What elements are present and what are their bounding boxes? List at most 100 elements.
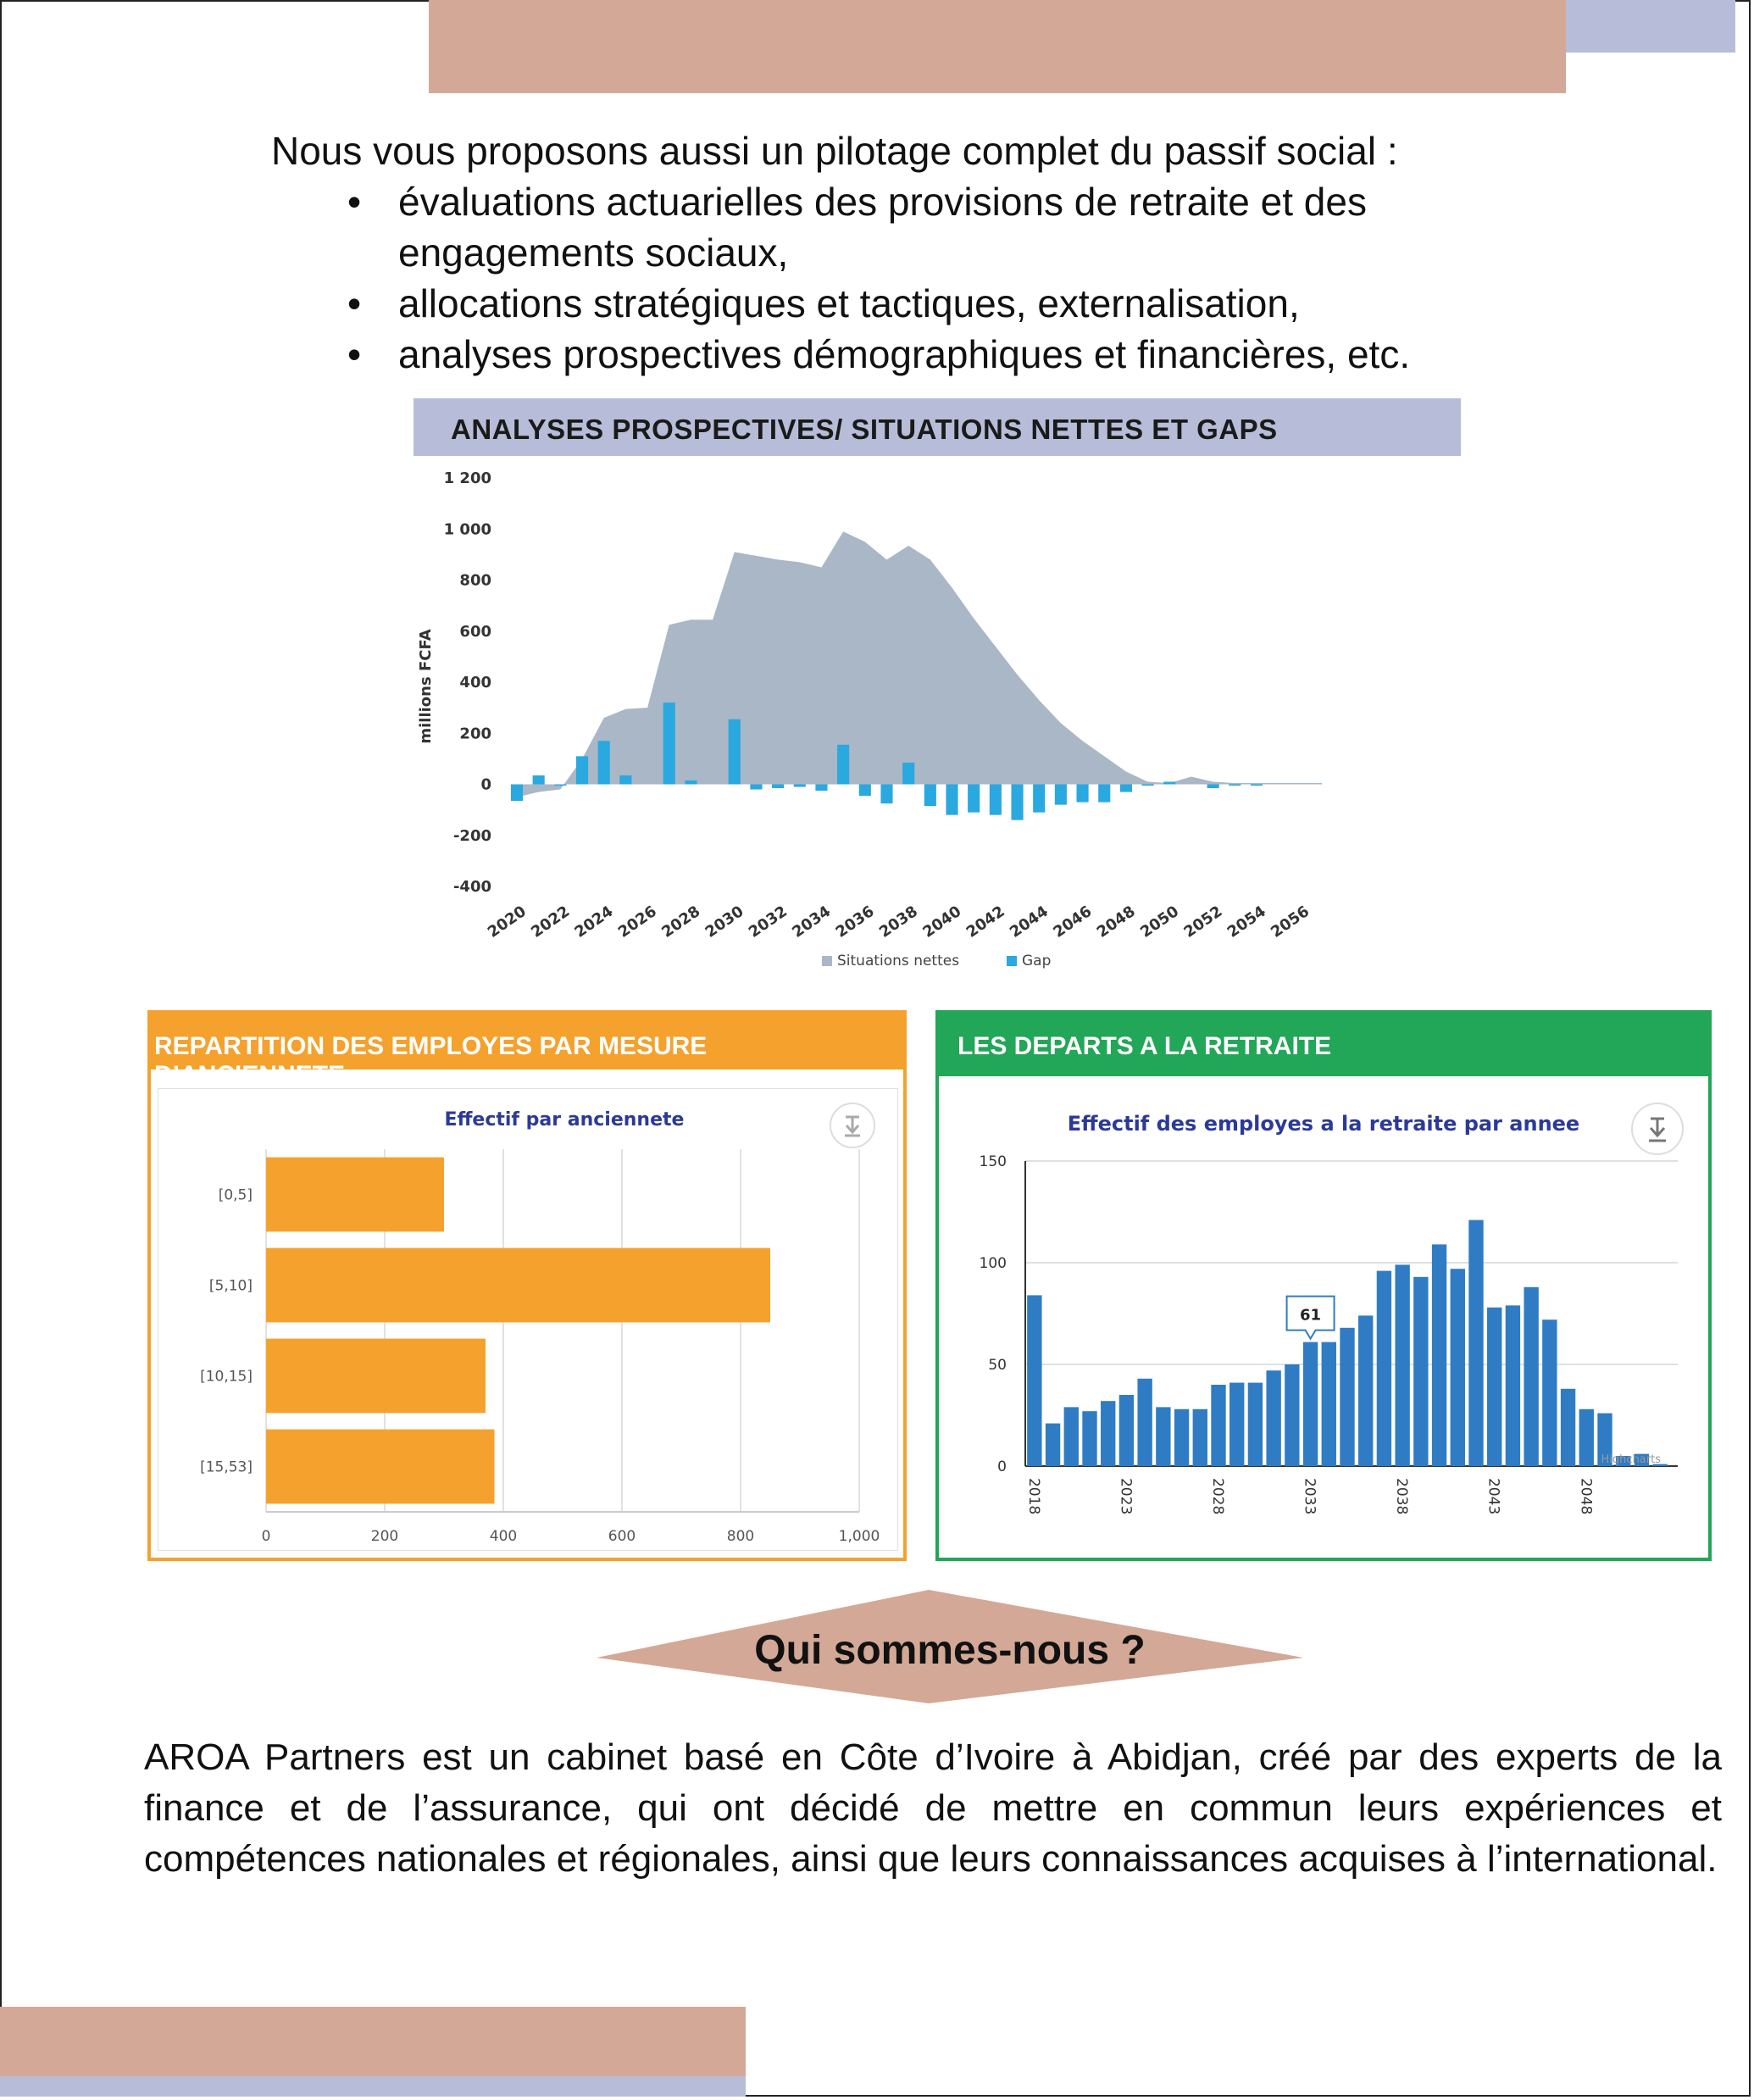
retirement-bar [1027, 1295, 1042, 1466]
retirement-bar [1634, 1453, 1650, 1466]
retirement-bar [1487, 1307, 1502, 1466]
intro-section: Nous vous proposons aussi un pilotage co… [271, 125, 1542, 380]
x-tick-label: 2026 [615, 903, 660, 942]
retirement-bar [1321, 1342, 1336, 1466]
x-tick-label: 2038 [876, 903, 921, 942]
gap-bar [858, 784, 871, 797]
x-tick-label: 2033 [1302, 1478, 1318, 1514]
x-tick-label: 2040 [919, 903, 964, 942]
download-icon[interactable] [830, 1103, 875, 1148]
retirement-bar [1431, 1244, 1447, 1466]
x-tick-label: 2018 [1025, 1478, 1042, 1514]
y-tick-label: 0 [480, 776, 491, 794]
retirement-bar [1413, 1276, 1429, 1466]
download-icon[interactable] [1631, 1103, 1684, 1155]
y-tick-label: [15,53] [200, 1459, 253, 1476]
gap-bar [1033, 784, 1046, 813]
gap-bar [663, 703, 675, 785]
retirement-panel: LES DEPARTS A LA RETRAITE Effectif des e… [935, 1010, 1712, 1561]
x-tick-label: 200 [371, 1528, 398, 1545]
gap-bar [750, 784, 763, 790]
bottom-rose-band [0, 2007, 746, 2076]
seniority-bar-chart: Effectif par anciennete [0,5] [5,10] [10,1… [158, 1088, 898, 1551]
retirement-bar [1063, 1407, 1079, 1466]
list-item: allocations stratégiques et tactiques, e… [347, 278, 1542, 329]
seniority-panel-title: REPARTITION DES EMPLOYES PAR MESURE D’AN… [154, 1032, 708, 1089]
x-tick-label: 2022 [528, 903, 573, 942]
retirement-panel-title: LES DEPARTS A LA RETRAITE [957, 1032, 1332, 1060]
seniority-panel: REPARTITION DES EMPLOYES PAR MESURE D’AN… [147, 1010, 907, 1561]
retirement-bar [1101, 1401, 1116, 1466]
retirement-bar [1302, 1342, 1318, 1466]
retirement-bar [1340, 1327, 1355, 1466]
x-tick-label: 2043 [1485, 1478, 1502, 1514]
retirement-bar [1560, 1388, 1576, 1466]
gap-bar [772, 784, 785, 789]
y-tick-label: 100 [980, 1255, 1007, 1272]
qui-sommes-nous-banner: Qui sommes-nous ? [597, 1590, 1303, 1703]
gap-bar [532, 775, 545, 785]
x-tick-label: 2042 [963, 903, 1008, 942]
retirement-bar [1376, 1270, 1392, 1466]
y-tick-label: 150 [980, 1153, 1007, 1170]
retirement-bar [1616, 1456, 1631, 1466]
y-tick-label: [10,15] [200, 1369, 253, 1386]
legend: Situations nettes Gap [822, 953, 1051, 969]
y-tick-label: 50 [988, 1357, 1007, 1374]
retirement-bar [1156, 1407, 1171, 1466]
retirement-panel-header: LES DEPARTS A LA RETRAITE [939, 1014, 1708, 1076]
y-tick-label: -200 [453, 827, 491, 845]
y-tick-label: 1 000 [444, 520, 491, 538]
retirement-bar [1192, 1408, 1207, 1466]
retirement-bar-chart: Effectif des employes a la retraite par … [941, 1080, 1707, 1554]
retirement-bar [1542, 1319, 1557, 1466]
y-axis-label: millions FCFA [417, 629, 435, 743]
chart1-banner: ANALYSES PROSPECTIVES/ SITUATIONS NETTES… [414, 398, 1461, 456]
x-tick-label: 2054 [1224, 903, 1269, 942]
y-tick-label: 600 [459, 623, 491, 641]
x-tick-label: 2023 [1117, 1478, 1134, 1514]
retirement-bar [1211, 1385, 1226, 1466]
gap-bar [619, 775, 632, 785]
list-item: analyses prospectives démographiques et … [347, 329, 1542, 380]
about-paragraph: AROA Partners est un cabinet basé en Côt… [144, 1736, 1722, 1880]
retirement-bar [1082, 1411, 1097, 1466]
seniority-bar [266, 1338, 486, 1414]
seniority-bar [266, 1247, 770, 1323]
gap-bar [837, 744, 850, 785]
retirement-bar [1579, 1408, 1594, 1466]
gap-bar [815, 784, 828, 792]
retirement-bar [1395, 1264, 1410, 1466]
gap-bar [1054, 784, 1067, 805]
x-tick-label: 1,000 [839, 1528, 880, 1545]
gap-bar [554, 784, 567, 786]
retirement-bar [1045, 1423, 1061, 1466]
y-tick-label: [5,10] [209, 1278, 253, 1295]
seniority-bar [266, 1429, 495, 1504]
retirement-bar [1652, 1464, 1668, 1466]
x-tick-label: 2036 [833, 903, 878, 942]
retirement-bar [1468, 1219, 1484, 1466]
list-item: évaluations actuarielles des provisions … [347, 176, 1542, 278]
x-tick-label: 400 [490, 1528, 517, 1545]
gap-bar [728, 719, 741, 785]
x-tick-label: 2020 [485, 903, 530, 942]
gap-bar [1119, 784, 1132, 792]
retirement-bar [1505, 1305, 1521, 1466]
retirement-bar [1247, 1382, 1263, 1466]
intro-lead: Nous vous proposons aussi un pilotage co… [271, 129, 1398, 173]
x-tick-label: 2048 [1094, 903, 1139, 942]
gap-bar [1229, 784, 1241, 786]
x-tick-label: 2048 [1577, 1478, 1594, 1514]
y-tick-label: 800 [459, 572, 491, 590]
x-tick-label: 2050 [1137, 903, 1182, 942]
gap-bar [685, 780, 697, 785]
gap-bar [597, 741, 610, 785]
gap-bar [880, 784, 893, 804]
x-tick-label: 2028 [1209, 1478, 1226, 1514]
retirement-bar [1229, 1382, 1245, 1466]
legend-label-gap: Gap [1022, 953, 1051, 969]
retirement-bar [1450, 1269, 1465, 1466]
legend-label-situations: Situations nettes [837, 953, 959, 969]
retirement-bar [1137, 1378, 1152, 1466]
